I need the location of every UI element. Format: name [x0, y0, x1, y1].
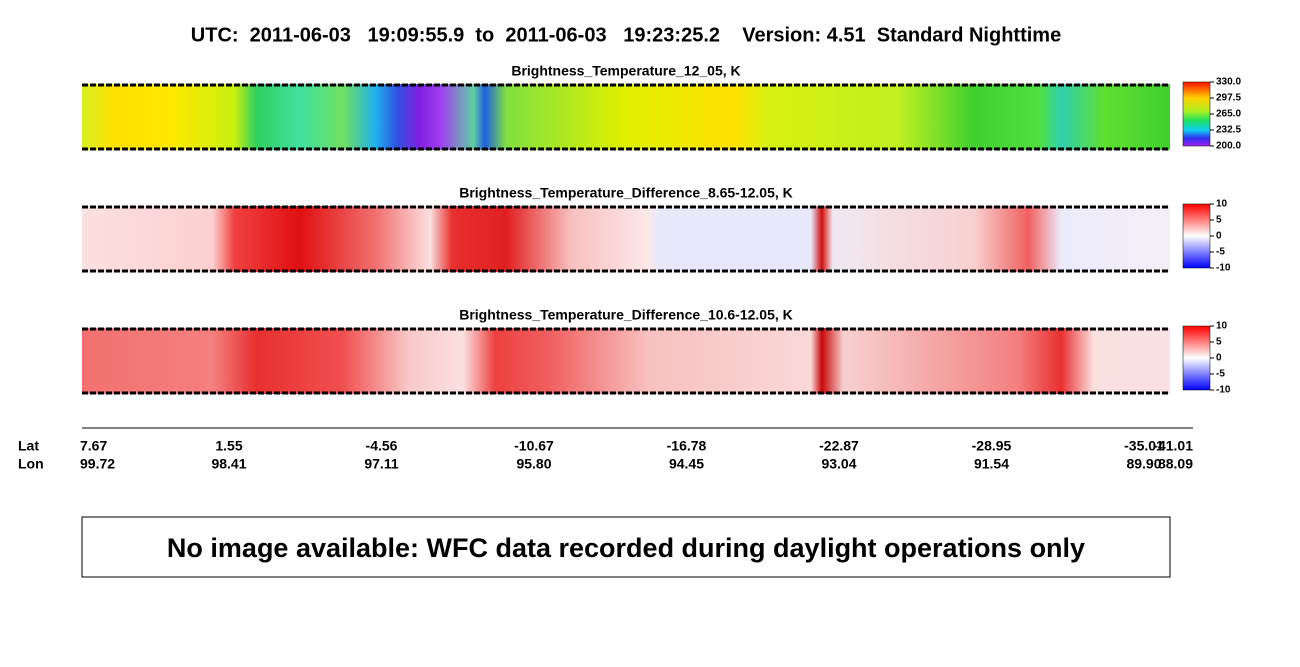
colorbar-label: 0 — [1216, 353, 1222, 364]
lat-tick-label: 1.55 — [215, 438, 242, 454]
lat-tick-label: -28.95 — [972, 438, 1012, 454]
colorbar-label: -10 — [1216, 385, 1231, 396]
lon-tick-label: 93.04 — [821, 456, 856, 472]
lat-tick-label: -4.56 — [366, 438, 398, 454]
colorbar-label: 10 — [1216, 199, 1228, 210]
lon-tick-label: 95.80 — [516, 456, 551, 472]
image-strip — [82, 328, 1170, 394]
colorbar-label: 10 — [1216, 321, 1228, 332]
lat-tick-label: -10.67 — [514, 438, 554, 454]
lat-label: Lat — [18, 438, 39, 454]
lat-tick-label: -35.01 — [1124, 438, 1164, 454]
colorbar-label: 5 — [1216, 337, 1222, 348]
lat-tick-label: -41.01 — [1153, 438, 1193, 454]
image-strip — [82, 84, 1170, 150]
message: No image available: WFC data recorded du… — [167, 533, 1085, 563]
panel-title: Brightness_Temperature_12_05, K — [511, 63, 740, 79]
lon-tick-label: 88.09 — [1158, 456, 1193, 472]
colorbar — [1182, 325, 1211, 391]
colorbar-label: -5 — [1216, 369, 1225, 380]
lon-label: Lon — [18, 456, 44, 472]
lat-tick-label: 7.67 — [80, 438, 107, 454]
colorbar-label: 330.0 — [1216, 77, 1241, 88]
lon-tick-label: 98.41 — [211, 456, 246, 472]
panel-title: Brightness_Temperature_Difference_8.65-1… — [459, 185, 793, 201]
colorbar — [1182, 203, 1211, 269]
title: UTC: 2011-06-03 19:09:55.9 to 2011-06-03… — [191, 24, 1061, 46]
colorbar-label: 265.0 — [1216, 109, 1241, 120]
lat-tick-label: -22.87 — [819, 438, 859, 454]
lat-tick-label: -16.78 — [667, 438, 707, 454]
lon-tick-label: 94.45 — [669, 456, 704, 472]
colorbar-label: 200.0 — [1216, 141, 1241, 152]
colorbar-label: -5 — [1216, 247, 1225, 258]
colorbar-label: 297.5 — [1216, 93, 1241, 104]
colorbar — [1182, 81, 1211, 147]
lon-tick-label: 99.72 — [80, 456, 115, 472]
lon-tick-label: 89.90 — [1126, 456, 1161, 472]
colorbar-label: 5 — [1216, 215, 1222, 226]
lon-tick-label: 97.11 — [364, 456, 398, 472]
colorbar-label: -10 — [1216, 263, 1231, 274]
message-box — [81, 516, 1171, 578]
panel-title: Brightness_Temperature_Difference_10.6-1… — [459, 307, 793, 323]
image-strip — [82, 206, 1170, 272]
colorbar-label: 232.5 — [1216, 125, 1241, 136]
colorbar-label: 0 — [1216, 231, 1222, 242]
lon-tick-label: 91.54 — [974, 456, 1009, 472]
